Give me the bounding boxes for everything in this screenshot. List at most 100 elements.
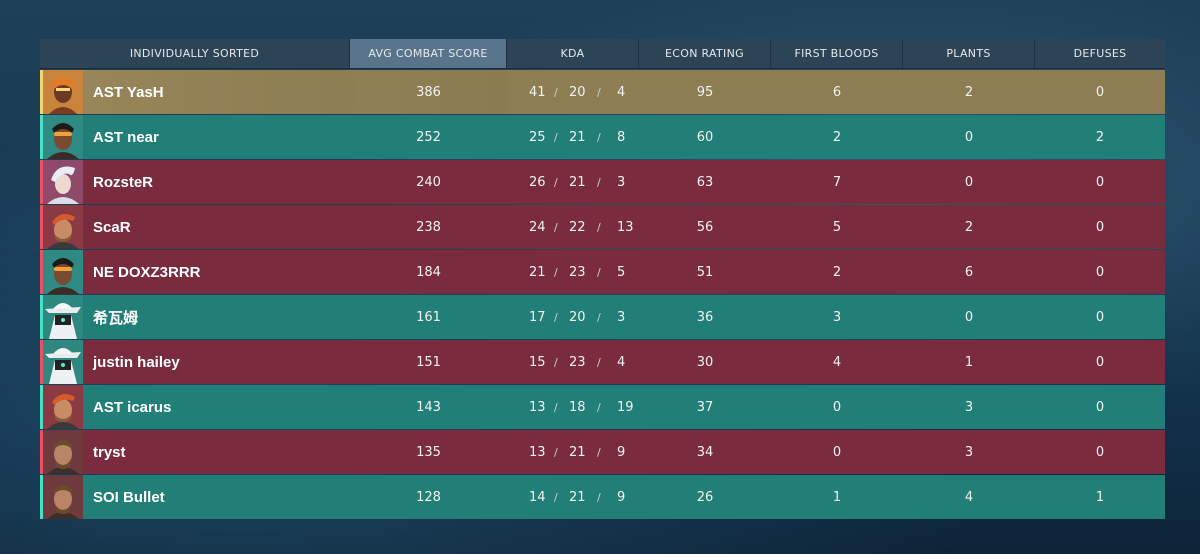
- kda-cell: 14 / 21 / 9: [507, 475, 639, 519]
- kda-separator: /: [554, 175, 558, 189]
- player-name: SOI Bullet: [93, 488, 165, 506]
- kda-separator: /: [597, 310, 601, 324]
- player-name: AST YasH: [93, 83, 164, 101]
- first-bloods: 0: [832, 399, 842, 415]
- kda-cell: 17 / 20 / 3: [507, 295, 639, 339]
- player-name: RozsteR: [93, 173, 154, 191]
- breach-icon: [43, 205, 83, 249]
- phoenix-icon: [43, 250, 83, 294]
- player-name: justin hailey: [93, 353, 180, 371]
- kda-cell: 21 / 23 / 5: [507, 250, 639, 294]
- player-name-cell: 希瓦姆: [40, 295, 350, 339]
- player-name: tryst: [93, 443, 126, 461]
- column-header-kda[interactable]: KDA: [507, 39, 639, 68]
- econ-rating: 51: [696, 264, 714, 280]
- defuses: 2: [1095, 129, 1105, 145]
- player-row[interactable]: AST near 252 25 / 21 / 8 60 2 0 2: [40, 115, 1165, 159]
- avg-combat-score: 143: [416, 399, 441, 415]
- assists-value: 3: [617, 174, 626, 190]
- player-name-cell: SOI Bullet: [40, 475, 350, 519]
- first-bloods: 0: [832, 444, 842, 460]
- player-row[interactable]: 希瓦姆 161 17 / 20 / 3 36 3 0 0: [40, 295, 1165, 339]
- kda-separator: /: [597, 265, 601, 279]
- column-header-first-bloods[interactable]: FIRST BLOODS: [771, 39, 903, 68]
- player-row[interactable]: AST YasH 386 41/20/4 95 6 2 0: [40, 70, 1165, 114]
- deaths-value: 20: [569, 309, 586, 325]
- kda-cell: 15 / 23 / 4: [507, 340, 639, 384]
- kills-value: 13: [529, 399, 546, 415]
- kills-value: 24: [529, 219, 546, 235]
- column-header-econ[interactable]: ECON RATING: [639, 39, 771, 68]
- player-row[interactable]: justin hailey 151 15 / 23 / 4 30 4 1 0: [40, 340, 1165, 384]
- kills-value: 13: [529, 444, 546, 460]
- defuses: 1: [1095, 489, 1105, 505]
- sova-icon: [43, 475, 83, 519]
- plants: 3: [964, 444, 974, 460]
- player-row[interactable]: SOI Bullet 128 14/21/9 26 1 4 1: [40, 475, 1165, 519]
- kda-separator: /: [554, 310, 558, 324]
- first-bloods: 6: [832, 84, 842, 100]
- econ-rating: 26: [696, 489, 714, 505]
- deaths-value: 21: [569, 444, 586, 460]
- player-name-cell: AST icarus: [40, 385, 350, 429]
- kda-separator: /: [554, 490, 558, 504]
- column-header-plants[interactable]: PLANTS: [903, 39, 1035, 68]
- assists-value: 4: [617, 354, 626, 370]
- player-row[interactable]: NE DOXZ3RRR 184 21 / 23 / 5 51 2 6 0: [40, 250, 1165, 294]
- player-row[interactable]: RozsteR 240 26 / 21 / 3 63 7 0 0: [40, 160, 1165, 204]
- plants: 0: [964, 174, 974, 190]
- player-row[interactable]: AST icarus 143 13 / 18 / 19 37 0 3 0: [40, 385, 1165, 429]
- kda-separator: /: [597, 220, 601, 234]
- deaths-value: 20: [569, 84, 586, 100]
- kda-separator: /: [597, 130, 601, 144]
- first-bloods: 2: [832, 129, 842, 145]
- econ-rating: 60: [696, 129, 714, 145]
- defuses: 0: [1095, 444, 1105, 460]
- avg-combat-score: 128: [416, 489, 441, 505]
- player-row[interactable]: ScaR 238 24 / 22 / 13 56 5 2 0: [40, 205, 1165, 249]
- first-bloods: 5: [832, 219, 842, 235]
- plants: 4: [964, 489, 974, 505]
- column-header-defuses[interactable]: DEFUSES: [1073, 47, 1127, 60]
- sova-icon: [43, 430, 83, 474]
- player-name-cell: tryst: [40, 430, 350, 474]
- first-bloods: 4: [832, 354, 842, 370]
- player-name: 希瓦姆: [93, 309, 139, 327]
- defuses: 0: [1095, 264, 1105, 280]
- player-name-cell: NE DOXZ3RRR: [40, 250, 350, 294]
- kills-value: 26: [529, 174, 546, 190]
- avg-combat-score: 151: [416, 354, 441, 370]
- defuses: 0: [1095, 219, 1105, 235]
- column-header-acs[interactable]: AVG COMBAT SCORE: [350, 39, 507, 68]
- kda-cell: 41 / 20 / 4: [507, 70, 639, 114]
- breach-icon: [43, 385, 83, 429]
- plants: 0: [964, 129, 974, 145]
- deaths-value: 23: [569, 264, 586, 280]
- player-row[interactable]: tryst 135 13 / 21 / 9 34 0 3 0: [40, 430, 1165, 474]
- deaths-value: 21: [569, 129, 586, 145]
- defuses: 0: [1095, 174, 1105, 190]
- cypher-icon: [43, 295, 83, 339]
- plants: 6: [964, 264, 974, 280]
- player-name-cell: ScaR: [40, 205, 350, 249]
- plants: 2: [964, 219, 974, 235]
- kda-separator: /: [597, 355, 601, 369]
- econ-rating: 36: [696, 309, 714, 325]
- avg-combat-score: 238: [416, 219, 441, 235]
- kda-separator: /: [597, 85, 601, 99]
- sort-mode-header[interactable]: INDIVIDUALLY SORTED: [40, 39, 350, 68]
- kda-cell: 24 / 22 / 13: [507, 205, 639, 249]
- kda-separator: /: [554, 445, 558, 459]
- defuses: 0: [1095, 84, 1105, 100]
- player-name-cell: AST near: [40, 115, 350, 159]
- kda-separator: /: [554, 220, 558, 234]
- cypher-icon: [43, 340, 83, 384]
- first-bloods: 3: [832, 309, 842, 325]
- deaths-value: 18: [569, 399, 586, 415]
- assists-value: 9: [617, 489, 626, 505]
- player-name-cell: justin hailey: [40, 340, 350, 384]
- kills-value: 25: [529, 129, 546, 145]
- kda-separator: /: [554, 265, 558, 279]
- defuses: 0: [1095, 354, 1105, 370]
- phoenix-icon: [43, 115, 83, 159]
